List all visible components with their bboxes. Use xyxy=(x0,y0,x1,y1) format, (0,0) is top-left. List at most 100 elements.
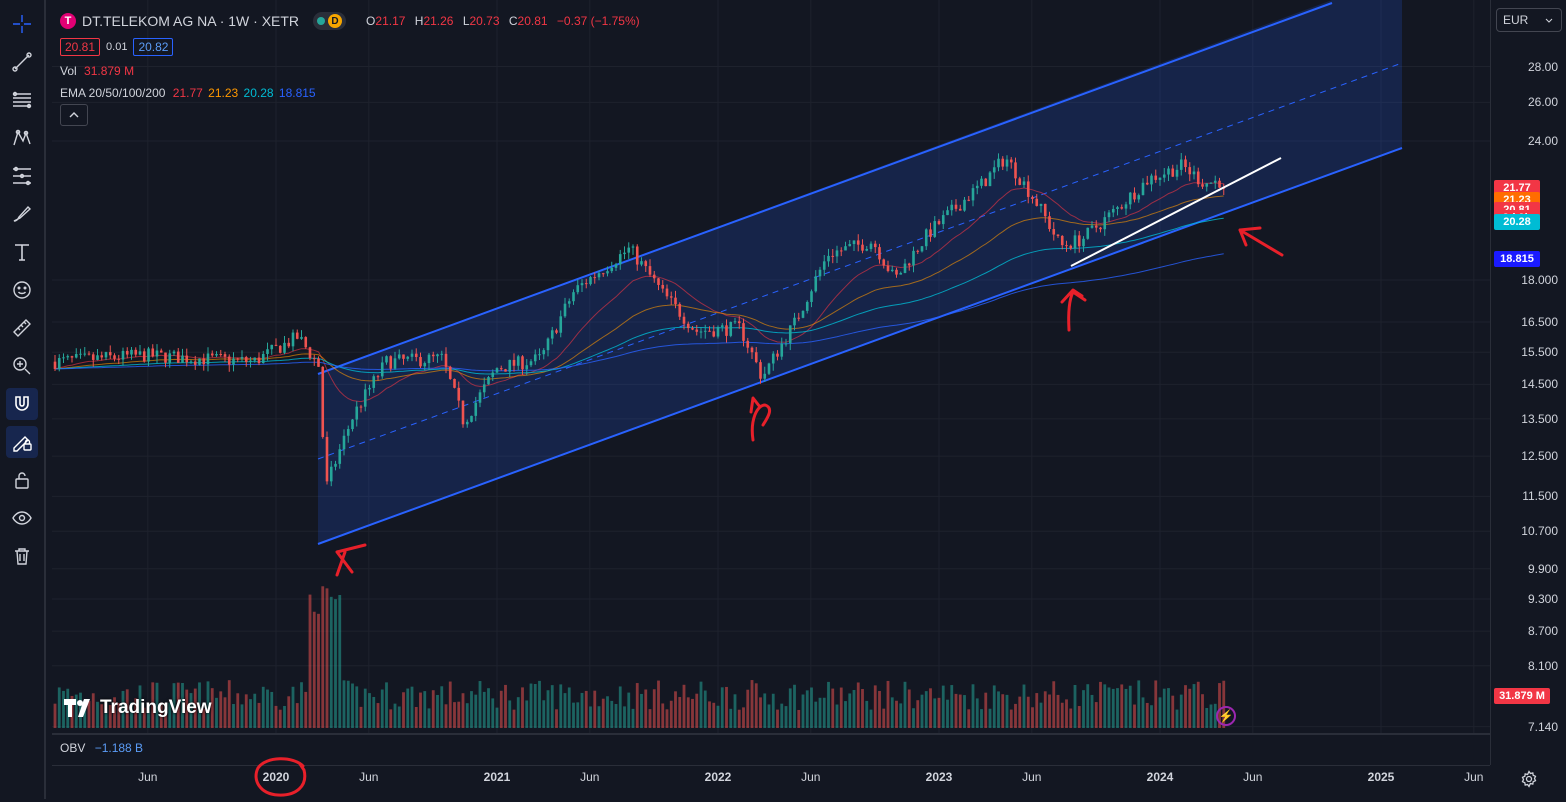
candle-body xyxy=(1056,234,1060,236)
candle-body xyxy=(941,215,945,225)
symbol-title[interactable]: DT.TELEKOM AG NA · 1W · XETR xyxy=(82,13,300,29)
candle-body xyxy=(1099,227,1102,230)
red-arrow-annotation[interactable] xyxy=(749,396,772,442)
fib-icon[interactable] xyxy=(6,84,38,116)
volume-bar xyxy=(108,705,112,728)
candle-body xyxy=(172,351,176,354)
crosshair-icon[interactable] xyxy=(6,8,38,40)
candle-body xyxy=(1150,175,1153,185)
lock-draw-icon[interactable] xyxy=(6,426,38,458)
volume-bar xyxy=(1001,694,1005,728)
volume-bar xyxy=(253,693,257,728)
candle-body xyxy=(780,343,784,357)
volume-bar xyxy=(899,703,903,728)
volume-bar xyxy=(873,685,877,728)
candle-body xyxy=(801,310,805,318)
volume-bar xyxy=(1218,683,1221,728)
candle-body xyxy=(759,362,762,379)
forecast-icon[interactable] xyxy=(6,160,38,192)
regression-channel[interactable] xyxy=(317,0,1403,545)
channel-upper-line[interactable] xyxy=(317,2,1333,375)
candle-body xyxy=(436,354,439,357)
emoji-icon[interactable] xyxy=(6,274,38,306)
chart-settings-gear-icon[interactable] xyxy=(1520,770,1542,791)
lightning-icon[interactable]: ⚡ xyxy=(1216,706,1236,726)
candle-body xyxy=(295,332,299,339)
volume-bar xyxy=(1077,706,1081,728)
price-tick: 12.500 xyxy=(1521,449,1558,464)
channel-lower-line[interactable] xyxy=(317,147,1403,545)
volume-bar xyxy=(1035,693,1039,728)
candle-body xyxy=(261,353,265,364)
volume-bar xyxy=(601,698,605,728)
volume-bar xyxy=(1065,699,1068,728)
user-drawings[interactable] xyxy=(335,157,1284,577)
volume-legend[interactable]: Vol 31.879 M xyxy=(60,64,646,78)
volume-bar xyxy=(1111,688,1115,728)
candle-body xyxy=(159,350,163,353)
brush-icon[interactable] xyxy=(6,198,38,230)
volume-bar xyxy=(1018,696,1022,728)
red-arrow-annotation[interactable] xyxy=(1060,288,1087,332)
volume-bar xyxy=(971,684,975,728)
candle-body xyxy=(954,204,958,209)
chart-legend: T DT.TELEKOM AG NA · 1W · XETR D O21.17 … xyxy=(60,10,646,126)
red-arrow-annotation[interactable] xyxy=(1238,226,1284,257)
candle-body xyxy=(946,210,949,216)
chart-canvas[interactable]: TradingView ⚡ xyxy=(52,0,1490,733)
red-arrow-annotation[interactable] xyxy=(335,543,367,577)
bid-button[interactable]: 20.81 xyxy=(60,38,101,56)
time-axis[interactable]: Jun 2020 Jun 2021 Jun 2022 Jun 2023 Jun 2024 Jun 20… xyxy=(52,765,1490,800)
volume-bars xyxy=(53,586,1226,728)
pattern-icon[interactable] xyxy=(6,122,38,154)
candle-body xyxy=(810,291,813,302)
volume-bar xyxy=(312,611,316,728)
volume-bar xyxy=(397,706,401,728)
volume-bar xyxy=(1128,685,1132,728)
candle-body xyxy=(958,208,962,211)
collapse-legend-button[interactable] xyxy=(60,104,88,126)
time-label: Jun xyxy=(138,770,158,784)
channel-mid-line[interactable] xyxy=(317,62,1403,460)
volume-bar xyxy=(1154,680,1158,728)
volume-bar xyxy=(712,702,716,728)
volume-bar xyxy=(767,704,771,728)
price-scale[interactable]: 28.00 26.00 24.00 18.000 16.500 15.500 14.500 1… xyxy=(1490,0,1566,765)
text-icon[interactable] xyxy=(6,236,38,268)
ruler-icon[interactable] xyxy=(6,312,38,344)
lock-icon[interactable] xyxy=(6,464,38,496)
candle-body xyxy=(440,353,444,355)
trash-icon[interactable] xyxy=(6,540,38,572)
price-tick: 14.500 xyxy=(1521,377,1558,392)
candle-body xyxy=(997,158,1000,168)
candle-body xyxy=(695,329,699,332)
volume-bar xyxy=(257,702,261,728)
volume-bar xyxy=(504,684,507,728)
ask-button[interactable]: 20.82 xyxy=(133,38,174,56)
candle-body xyxy=(283,342,286,353)
volume-bar xyxy=(164,703,167,728)
channel-fill xyxy=(318,0,1402,544)
currency-selector[interactable]: EUR xyxy=(1496,8,1562,32)
volume-bar xyxy=(895,700,898,728)
candle-body xyxy=(856,240,860,245)
volume-bar xyxy=(627,692,631,728)
magnet-icon[interactable] xyxy=(6,388,38,420)
volume-bar xyxy=(835,704,839,728)
volume-bar xyxy=(270,691,274,728)
ema-legend[interactable]: EMA 20/50/100/200 21.77 21.23 20.28 18.8… xyxy=(60,86,646,100)
market-status[interactable]: D xyxy=(313,12,347,30)
trendline-icon[interactable] xyxy=(6,46,38,78)
candle-body xyxy=(308,347,312,359)
volume-bar xyxy=(861,689,864,728)
zoom-in-icon[interactable] xyxy=(6,350,38,382)
white-trendline[interactable] xyxy=(1070,157,1282,267)
candle-body xyxy=(546,338,550,351)
candle-body xyxy=(746,340,750,348)
obv-pane[interactable]: OBV −1.188 B xyxy=(52,733,1490,765)
eye-icon[interactable] xyxy=(6,502,38,534)
volume-bar xyxy=(631,708,635,728)
volume-bar xyxy=(848,693,852,728)
candle-body xyxy=(1035,198,1039,206)
volume-bar xyxy=(886,680,890,728)
